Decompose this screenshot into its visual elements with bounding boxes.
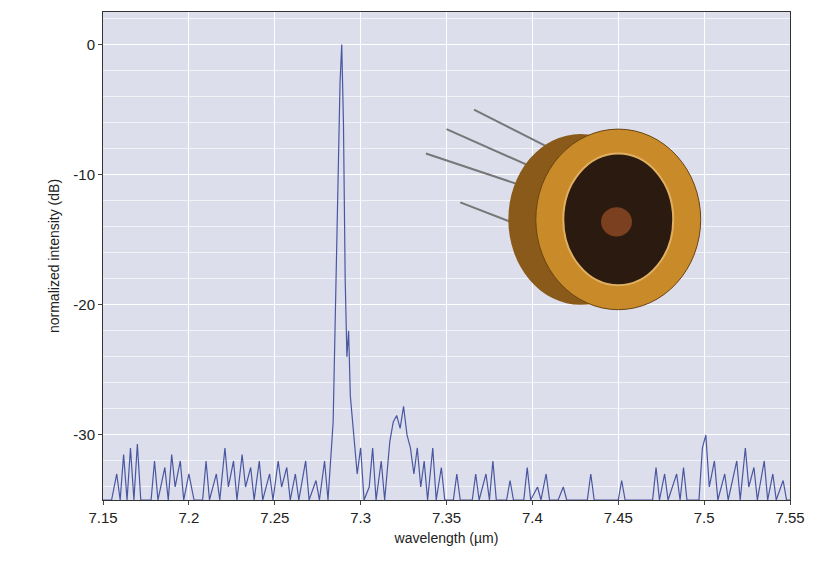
svg-text:-30: -30 bbox=[73, 426, 95, 443]
svg-text:7.15: 7.15 bbox=[88, 509, 117, 526]
svg-text:-20: -20 bbox=[73, 296, 95, 313]
svg-text:7.25: 7.25 bbox=[260, 509, 289, 526]
svg-text:7.5: 7.5 bbox=[694, 509, 715, 526]
svg-text:7.3: 7.3 bbox=[350, 509, 371, 526]
svg-text:normalized intensity (dB): normalized intensity (dB) bbox=[46, 179, 62, 333]
svg-text:7.45: 7.45 bbox=[604, 509, 633, 526]
svg-text:wavelength (µm): wavelength (µm) bbox=[394, 530, 499, 546]
svg-text:7.4: 7.4 bbox=[522, 509, 543, 526]
svg-text:7.55: 7.55 bbox=[775, 509, 804, 526]
svg-text:-10: -10 bbox=[73, 166, 95, 183]
svg-text:0: 0 bbox=[87, 36, 95, 53]
svg-text:7.2: 7.2 bbox=[178, 509, 199, 526]
svg-text:7.35: 7.35 bbox=[432, 509, 461, 526]
